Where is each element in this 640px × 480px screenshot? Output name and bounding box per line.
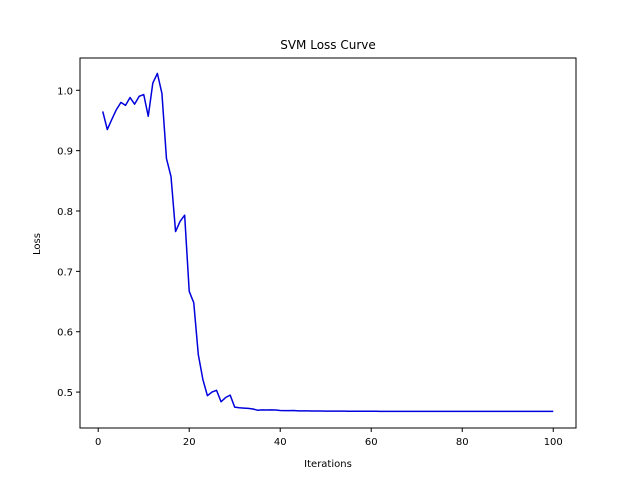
y-tick-label: 0.9 [57, 147, 73, 158]
x-tick-label: 60 [365, 437, 378, 448]
x-axis-label: Iterations [304, 459, 352, 470]
y-axis: 0.5 0.6 0.7 0.8 0.9 1.0 [57, 86, 80, 399]
chart-title: SVM Loss Curve [280, 38, 376, 52]
y-tick-label: 0.6 [57, 328, 73, 339]
y-tick-label: 0.8 [57, 207, 73, 218]
plot-area [102, 72, 554, 413]
x-tick-label: 80 [456, 437, 469, 448]
y-tick-label: 0.7 [57, 267, 73, 278]
y-axis-label: Loss [32, 233, 43, 255]
x-tick-label: 20 [183, 437, 196, 448]
x-tick-label: 100 [544, 437, 563, 448]
loss-series-line [102, 72, 554, 413]
x-axis: 0 20 40 60 80 100 [95, 428, 563, 448]
x-tick-label: 0 [95, 437, 101, 448]
y-tick-label: 0.5 [57, 388, 73, 399]
x-tick-label: 40 [274, 437, 287, 448]
plot-frame [79, 57, 577, 429]
y-tick-label: 1.0 [57, 86, 73, 97]
